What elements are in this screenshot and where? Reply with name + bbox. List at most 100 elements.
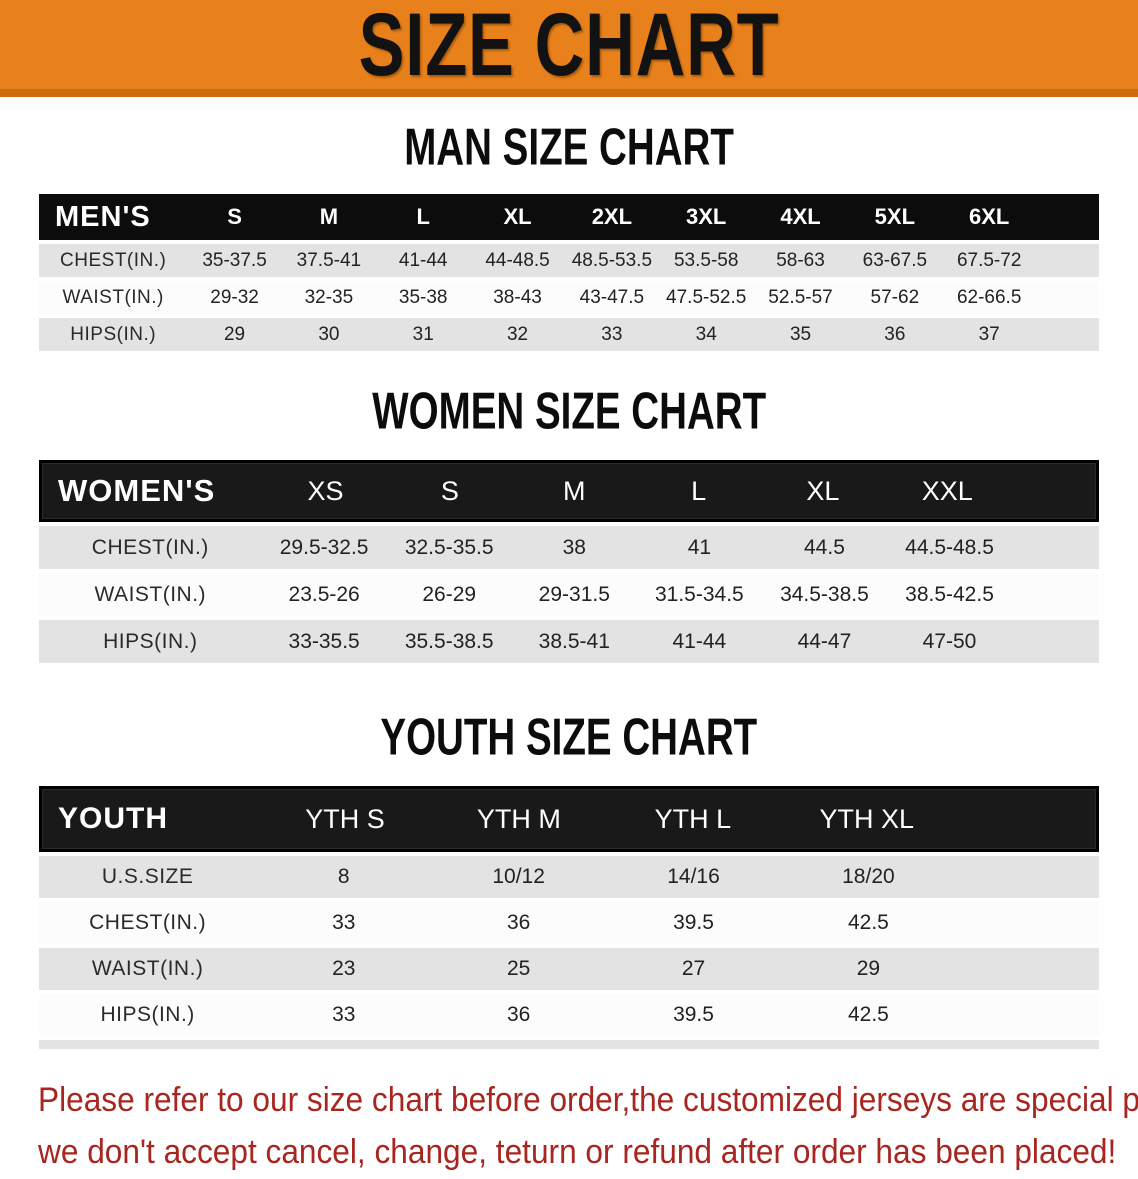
size-cell: 29.5-32.5 <box>279 535 369 559</box>
row-label: WAIST(IN.) <box>62 286 164 308</box>
youth-heading-text: YOUTH SIZE CHART <box>380 707 758 766</box>
size-cell: 33 <box>601 323 623 345</box>
disclaimer-line-2: we don't accept cancel, change, teturn o… <box>38 1132 1117 1172</box>
size-cell: 32 <box>506 323 529 345</box>
size-cell: 34.5-38.5 <box>780 582 869 606</box>
size-cell: 36 <box>506 1003 531 1026</box>
youth-waist-row: WAIST(IN.) 23 25 27 29 <box>39 948 1099 990</box>
disclaimer: Please refer to our size chart before or… <box>38 1075 1138 1178</box>
row-label: CHEST(IN.) <box>60 249 167 271</box>
men-size-table: MEN'S S M L XL 2XL 3XL 4XL 5XL 6XL CHEST… <box>39 194 1099 351</box>
size-cell: 32-35 <box>304 286 354 308</box>
row-label: WAIST(IN.) <box>91 957 204 980</box>
size-cell: 37.5-41 <box>296 249 362 271</box>
women-waist-row: WAIST(IN.) 23.5-26 26-29 29-31.5 31.5-34… <box>39 573 1099 616</box>
youth-table-header-row: YOUTH YTH S YTH M YTH L YTH XL <box>39 786 1099 852</box>
youth-size-table: YOUTH YTH S YTH M YTH L YTH XL U.S.SIZE … <box>39 786 1099 1049</box>
size-cell: 35 <box>789 323 812 345</box>
size-cell: 37 <box>978 323 1000 345</box>
size-cell: 47.5-52.5 <box>666 286 747 308</box>
size-cell: 32.5-35.5 <box>404 535 494 559</box>
men-col-header: 5XL <box>874 204 916 229</box>
size-cell: 52.5-57 <box>768 286 833 308</box>
size-cell: 23.5-26 <box>288 582 360 606</box>
size-cell: 42.5 <box>847 1003 889 1026</box>
men-col-header: 6XL <box>969 204 1010 229</box>
youth-chest-row: CHEST(IN.) 33 36 39.5 42.5 <box>39 902 1099 944</box>
men-col-header: 3XL <box>686 204 727 229</box>
row-label: CHEST(IN.) <box>89 911 207 934</box>
size-cell: 31 <box>412 323 434 345</box>
size-cell: 25 <box>506 957 531 980</box>
size-cell: 34 <box>695 323 717 345</box>
size-cell: 44.5-48.5 <box>905 535 994 559</box>
size-cell: 35-37.5 <box>202 249 267 271</box>
size-cell: 29 <box>856 957 881 980</box>
row-label: U.S.SIZE <box>101 865 194 888</box>
size-cell: 63-67.5 <box>862 249 928 271</box>
women-col-header: XS <box>307 475 344 506</box>
disclaimer-line-1: Please refer to our size chart before or… <box>38 1080 1138 1120</box>
youth-col-header: YTH XL <box>819 803 914 834</box>
size-cell: 33 <box>332 911 356 934</box>
men-hips-row: HIPS(IN.) 29 30 31 32 33 34 35 36 37 <box>39 318 1099 351</box>
size-cell: 42.5 <box>847 911 889 934</box>
men-chest-row: CHEST(IN.) 35-37.5 37.5-41 41-44 44-48.5… <box>39 244 1099 277</box>
men-col-header: M <box>319 204 339 229</box>
size-cell: 23 <box>332 957 356 980</box>
size-cell: 38.5-41 <box>538 629 610 653</box>
size-cell: 39.5 <box>673 1003 714 1026</box>
size-cell: 18/20 <box>842 865 895 888</box>
row-label: CHEST(IN.) <box>91 535 209 559</box>
size-cell: 57-62 <box>870 286 920 308</box>
women-col-header: M <box>562 475 586 506</box>
men-section-heading: MAN SIZE CHART <box>0 121 1138 173</box>
women-chest-row: CHEST(IN.) 29.5-32.5 32.5-35.5 38 41 44.… <box>39 526 1099 569</box>
row-label: HIPS(IN.) <box>100 1003 195 1026</box>
size-cell: 10/12 <box>492 865 545 888</box>
women-section-heading: WOMEN SIZE CHART <box>0 381 1138 440</box>
size-cell: 35.5-38.5 <box>404 629 494 653</box>
men-col-header: S <box>227 204 242 229</box>
men-waist-row: WAIST(IN.) 29-32 32-35 35-38 38-43 43-47… <box>39 281 1099 314</box>
row-label: WAIST(IN.) <box>94 582 207 606</box>
size-cell: 29-32 <box>210 286 259 308</box>
youth-hips-row: HIPS(IN.) 33 36 39.5 42.5 <box>39 994 1099 1036</box>
men-table-header-row: MEN'S S M L XL 2XL 3XL 4XL 5XL 6XL <box>39 194 1099 240</box>
youth-table-title: YOUTH <box>58 802 168 835</box>
women-hips-row: HIPS(IN.) 33-35.5 35.5-38.5 38.5-41 41-4… <box>39 620 1099 663</box>
size-cell: 8 <box>337 865 350 888</box>
size-cell: 27 <box>681 957 706 980</box>
size-cell: 38-43 <box>493 286 542 308</box>
size-cell: 29 <box>223 323 246 345</box>
size-cell: 43-47.5 <box>579 286 645 308</box>
row-label: HIPS(IN.) <box>103 629 198 653</box>
size-cell: 62-66.5 <box>956 286 1022 308</box>
men-table-title: MEN'S <box>55 200 151 233</box>
men-col-header: XL <box>503 204 532 229</box>
men-col-header: 4XL <box>780 204 821 229</box>
size-cell: 47-50 <box>922 629 977 653</box>
size-cell: 33 <box>332 1003 356 1026</box>
size-cell: 38.5-42.5 <box>905 582 994 606</box>
women-col-header: S <box>440 475 459 506</box>
youth-col-header: YTH M <box>476 803 561 834</box>
size-cell: 41 <box>687 535 712 559</box>
size-cell: 48.5-53.5 <box>571 249 653 271</box>
men-col-header: 2XL <box>591 204 633 229</box>
banner: SIZE CHART <box>0 0 1138 97</box>
size-cell: 36 <box>884 323 906 345</box>
women-size-table: WOMEN'S XS S M L XL XXL CHEST(IN.) 29.5-… <box>39 460 1099 663</box>
size-cell: 41-44 <box>672 629 727 653</box>
size-cell: 44-47 <box>797 629 852 653</box>
women-heading-text: WOMEN SIZE CHART <box>372 381 766 440</box>
size-cell: 14/16 <box>667 865 720 888</box>
size-cell: 26-29 <box>422 582 477 606</box>
size-cell: 33-35.5 <box>288 629 360 653</box>
women-table-title: WOMEN'S <box>58 473 216 508</box>
page-title: SIZE CHART <box>358 0 780 95</box>
size-cell: 41-44 <box>398 249 448 271</box>
size-cell: 29-31.5 <box>538 582 610 606</box>
table-bottom-edge <box>39 1040 1099 1049</box>
size-cell: 35-38 <box>398 286 448 308</box>
